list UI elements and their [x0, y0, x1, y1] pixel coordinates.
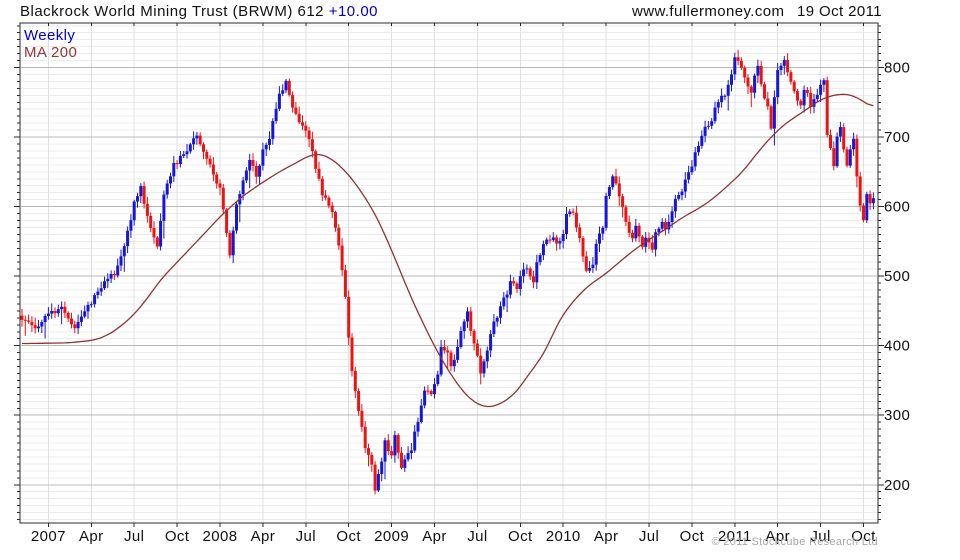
legend-weekly: Weekly	[24, 27, 76, 44]
chart-title: Blackrock World Mining Trust (BRWM) 612	[20, 3, 325, 20]
x-axis-label: Oct	[165, 528, 190, 545]
x-axis-label: Jul	[810, 528, 830, 545]
plot-border	[14, 22, 884, 527]
y-axis-label: 300	[884, 407, 910, 424]
x-axis-label: Apr	[422, 528, 447, 545]
x-axis-label: Oct	[851, 528, 876, 545]
date-label: 19 Oct 2011	[797, 3, 883, 20]
x-axis-label: Jul	[124, 528, 144, 545]
x-axis-label: Apr	[765, 528, 790, 545]
x-axis-label: 2010	[546, 528, 581, 545]
x-axis-label: 2007	[31, 528, 66, 545]
y-axis-label: 600	[884, 199, 910, 216]
x-axis-label: Jul	[639, 528, 659, 545]
x-axis-label: 2011	[718, 528, 752, 545]
grid	[21, 24, 877, 522]
x-axis-label: Apr	[594, 528, 619, 545]
x-axis-label: Apr	[79, 528, 104, 545]
x-axis-label: Jul	[296, 528, 316, 545]
y-axis-label: 500	[884, 268, 910, 285]
y-axis-label: 700	[884, 129, 910, 146]
x-axis-label: Apr	[251, 528, 276, 545]
x-axis-label: Oct	[508, 528, 533, 545]
ma-200-line	[22, 93, 874, 408]
x-axis-label: Oct	[680, 528, 705, 545]
title-change: +10.00	[328, 3, 378, 20]
legend-ma-200: MA 200	[24, 44, 78, 61]
y-axis-label: 400	[884, 338, 910, 355]
x-axis-label: 2008	[203, 528, 238, 545]
x-axis-label: Oct	[336, 528, 361, 545]
x-axis-label: Jul	[467, 528, 487, 545]
copyright-text: © 2011 Stockcube Research Ltd	[711, 536, 878, 548]
axis-labels: 200 300 400 500 600 700 800 2007 Apr Jul Oct 2008 Ap…	[31, 60, 910, 546]
x-axis-label: 2009	[374, 528, 409, 545]
website-label: www.fullermoney.com	[632, 3, 785, 20]
weekly-candles	[20, 49, 875, 495]
y-axis-label: 800	[884, 60, 910, 77]
page-title: Blackrock World Mining Trust (BRWM) 612 …	[20, 3, 378, 20]
y-axis-label: 200	[884, 477, 910, 494]
